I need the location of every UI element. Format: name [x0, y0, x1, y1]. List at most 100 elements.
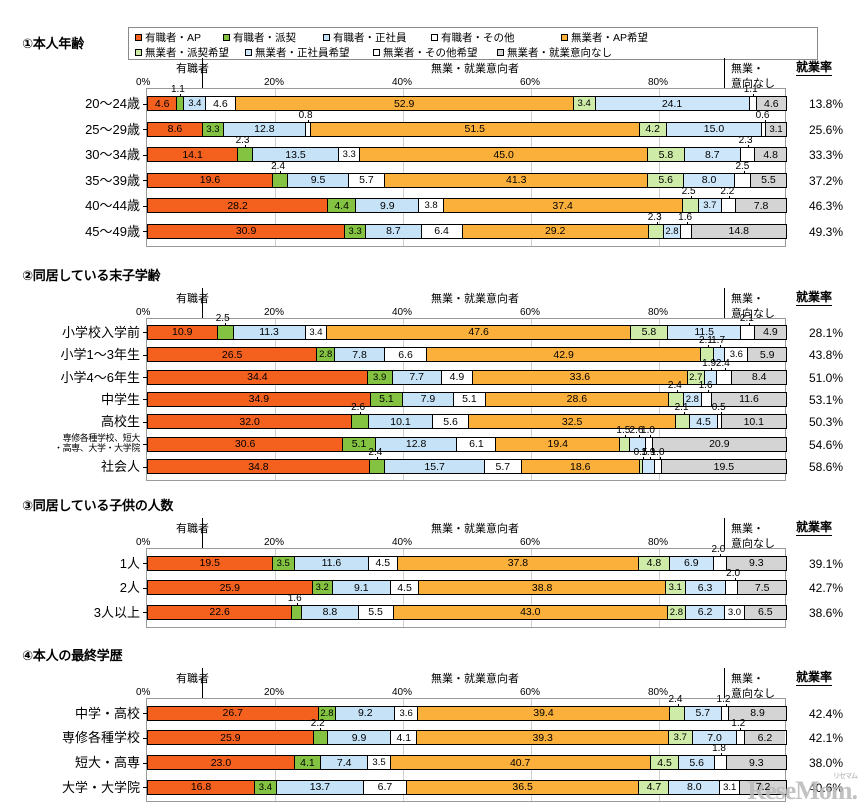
table-row: 34.8 2.4 15.7 5.7 18.6 0.51.91.0 19.5: [147, 459, 787, 475]
bar-value-callout: 2.2: [310, 718, 325, 730]
bar-value: 30.6: [234, 438, 256, 451]
bar-segment: 3.1: [766, 122, 786, 136]
bar-value: 8.6: [167, 123, 183, 136]
table-row: 34.4 3.9 7.7 4.9 33.6 2.71.92.4 8.4: [147, 369, 787, 385]
bar-segment: 2.5: [735, 173, 751, 187]
bar-segment: 6.1: [457, 437, 497, 451]
bar-value-callout: 2.3: [738, 135, 753, 147]
bar-segment: 11.3: [233, 325, 306, 339]
bar-value: 7.4: [336, 756, 352, 769]
row-label: 小学校入学前: [61, 324, 140, 340]
table-row: 32.0 2.6 10.1 5.6 32.5 2.1 4.5 0.5 10.1: [147, 414, 787, 430]
axis-tick-2: 40%: [392, 687, 413, 698]
legend-row-2: 無業者・派契希望 無業者・正社員希望 無業者・その他希望 無業者・就業意向なし: [135, 45, 813, 60]
gridline-20: [275, 699, 276, 802]
bar-segment: 12.8: [223, 122, 306, 136]
bar-value: 4.7: [646, 781, 662, 794]
employment-rate-header: 就業率: [796, 60, 833, 76]
bar-segment: 45.0: [360, 148, 648, 162]
row-label: 40～44歳: [85, 198, 140, 214]
bar-value-callout: 2.4: [667, 379, 682, 391]
legend-unemployed-haken-label: 無業者・派契希望: [145, 47, 229, 59]
table-row: 30.9 3.3 8.7 6.4 29.2 2.32.81.6 14.8: [147, 223, 787, 239]
bar-value: 3.3: [348, 225, 362, 237]
legend-employed-ap-label: 有職者・AP: [145, 32, 202, 44]
callout-leader: [224, 322, 226, 326]
callout-leader: [744, 170, 746, 174]
row-tick: [143, 103, 147, 105]
row-tick: [143, 180, 147, 182]
bar-segment: 0.5: [718, 415, 722, 429]
bar-value: 3.5: [372, 757, 386, 768]
bar-value: 38.8: [531, 581, 553, 594]
gridline-20: [275, 89, 276, 246]
bar-value: 5.1: [379, 393, 394, 406]
axis-group-employed: 有職者: [176, 293, 209, 305]
bar-value: 8.8: [322, 606, 338, 619]
bar-segment: 4.8: [639, 556, 670, 570]
employment-rate-value: 25.6%: [809, 122, 844, 137]
bar-value: 4.4: [334, 199, 349, 212]
employment-rate-value: 50.3%: [809, 415, 844, 430]
callout-leader: [748, 322, 750, 326]
bar-value: 5.8: [641, 326, 657, 339]
legend-no-intention-swatch: [497, 49, 504, 56]
bar-segment: 3.6: [395, 706, 419, 720]
bar-value: 3.2: [315, 582, 329, 594]
callout-leader: [720, 553, 722, 557]
bar-value: 20.9: [709, 438, 730, 451]
bar-value: 42.9: [553, 348, 574, 361]
row-tick: [143, 737, 147, 739]
employment-rate-value: 54.6%: [809, 437, 844, 452]
bar-segment: 8.6: [148, 122, 203, 136]
callout-leader: [625, 434, 627, 438]
plot-area: 中学・高校 26.7 2.8 9.2 3.6 39.4 2.4 5.7 1.2 8.9 2.4 1.2…: [62, 694, 843, 803]
callout-leader: [244, 145, 246, 149]
bar-value: 2.8: [665, 225, 679, 237]
row-label: 2人: [119, 580, 140, 596]
bar-segment: 7.5: [738, 581, 786, 595]
bar-value: 5.7: [495, 460, 511, 473]
employment-rate-value: 28.1%: [809, 325, 844, 340]
callout-leader: [721, 753, 723, 756]
table-row: 23.0 4.1 7.4 3.5 40.7 4.5 5.6 1.8 9.3: [147, 755, 787, 770]
row-tick: [143, 444, 147, 446]
callout-leader: [711, 367, 713, 371]
bar-segment: 2.6: [629, 437, 647, 451]
callout-leader: [720, 412, 722, 416]
bar-segment: 26.7: [148, 706, 319, 720]
gridline-40: [403, 89, 404, 246]
bar-segment: 10.1: [721, 415, 787, 429]
employment-rate-value: 40.6%: [809, 780, 844, 795]
bar-value-callout: 0.5: [711, 402, 726, 414]
row-label: 中学生: [100, 391, 140, 407]
table-row: 8.6 3.3 12.8 0.8 51.5 4.2 15.0 0.63.1: [147, 121, 787, 137]
bar-value: 7.9: [420, 393, 436, 406]
bar-value: 10.1: [390, 415, 411, 428]
bar-value: 3.1: [668, 582, 682, 594]
bar-value-callout: 1.6: [678, 211, 693, 223]
bar-value-callout: 1.2: [731, 718, 746, 730]
bar-segment: 3.4: [255, 780, 277, 794]
legend-employed-seishain: 有職者・正社員: [323, 30, 431, 45]
legend-employed-haken-swatch: [223, 34, 230, 41]
bar-value: 4.6: [764, 97, 779, 110]
row-tick: [143, 399, 147, 401]
legend-unemployed-haken-swatch: [135, 49, 142, 56]
bar-value: 2.7: [689, 371, 703, 383]
bar-segment: 7.0: [692, 731, 738, 745]
bar-value: 7.2: [755, 781, 771, 794]
bar-segment: 16.8: [148, 780, 256, 794]
bar-value: 19.4: [547, 438, 568, 451]
legend-unemployed-ap-label: 無業者・AP希望: [571, 32, 649, 44]
bar-segment: 4.5: [390, 581, 420, 595]
bar-value-callout: 2.0: [711, 543, 726, 555]
bar-segment: 1.9: [643, 460, 656, 474]
bar-segment: 15.7: [385, 460, 486, 474]
row-tick: [143, 762, 147, 764]
bar-segment: 0.5: [640, 460, 644, 474]
bar-value: 3.6: [399, 707, 413, 719]
callout-leader: [638, 434, 640, 438]
row-tick: [143, 231, 147, 233]
bar-value: 14.8: [728, 225, 749, 238]
